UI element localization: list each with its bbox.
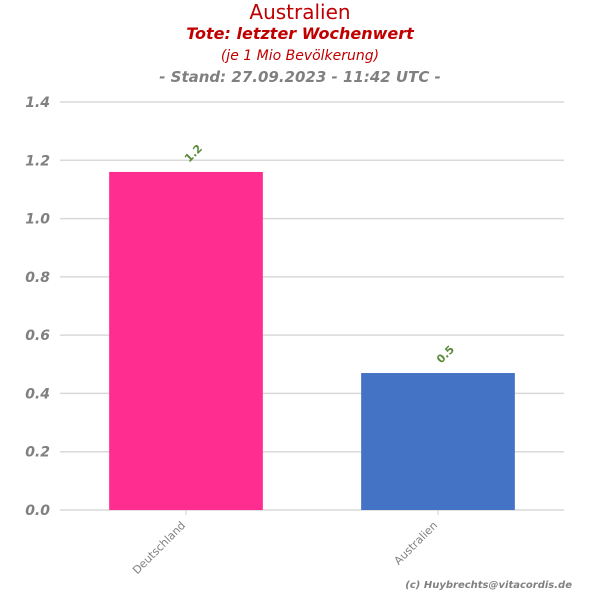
bar-deutschland — [109, 171, 263, 510]
data-label: 0.5 — [434, 343, 457, 366]
y-tick-label: 1.0 — [25, 212, 50, 228]
x-tick-label: Australien — [392, 519, 441, 568]
y-tick-label: 0.2 — [25, 445, 50, 461]
x-tick-label: Deutschland — [130, 519, 188, 577]
y-tick-label: 1.4 — [25, 95, 50, 111]
data-label: 1.2 — [182, 142, 205, 165]
y-tick-label: 1.2 — [25, 153, 50, 169]
chart-timestamp: - Stand: 27.09.2023 - 11:42 UTC - — [159, 68, 441, 86]
credit-text: (c) Huybrechts@vitacordis.de — [405, 580, 572, 591]
y-tick-label: 0.0 — [25, 503, 50, 519]
y-tick-label: 0.4 — [25, 386, 50, 402]
y-tick-label: 0.8 — [25, 270, 50, 286]
chart-subtitle-unit: (je 1 Mio Bevölkerung) — [220, 48, 380, 64]
y-tick-label: 0.6 — [25, 328, 50, 344]
bar-australien — [361, 373, 515, 510]
chart-title: Australien — [249, 0, 351, 24]
chart-subtitle: Tote: letzter Wochenwert — [186, 24, 414, 43]
